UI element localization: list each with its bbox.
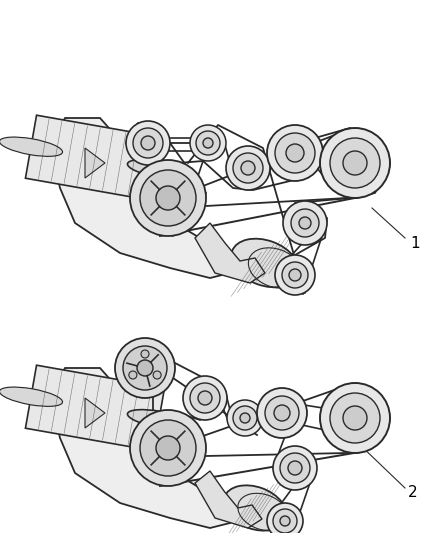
Circle shape bbox=[233, 406, 256, 430]
Polygon shape bbox=[85, 398, 105, 428]
Polygon shape bbox=[194, 471, 261, 528]
Ellipse shape bbox=[127, 410, 190, 429]
Polygon shape bbox=[85, 148, 105, 178]
Circle shape bbox=[198, 391, 212, 405]
Circle shape bbox=[273, 405, 290, 421]
Circle shape bbox=[329, 138, 379, 188]
Ellipse shape bbox=[127, 160, 190, 179]
Circle shape bbox=[226, 146, 269, 190]
Circle shape bbox=[130, 410, 205, 486]
Circle shape bbox=[130, 160, 205, 236]
Circle shape bbox=[274, 133, 314, 173]
Circle shape bbox=[281, 262, 307, 288]
Text: 1: 1 bbox=[409, 236, 419, 251]
Polygon shape bbox=[25, 365, 164, 451]
Circle shape bbox=[283, 201, 326, 245]
Circle shape bbox=[342, 406, 366, 430]
Circle shape bbox=[256, 388, 306, 438]
Circle shape bbox=[287, 461, 301, 475]
Circle shape bbox=[140, 420, 195, 476]
Circle shape bbox=[290, 209, 318, 237]
Circle shape bbox=[266, 125, 322, 181]
Circle shape bbox=[226, 400, 262, 436]
Ellipse shape bbox=[231, 239, 298, 287]
Circle shape bbox=[123, 346, 166, 390]
Polygon shape bbox=[50, 368, 230, 528]
Circle shape bbox=[279, 453, 309, 483]
Ellipse shape bbox=[0, 137, 62, 156]
Ellipse shape bbox=[223, 486, 286, 531]
Circle shape bbox=[274, 255, 314, 295]
Circle shape bbox=[329, 393, 379, 443]
Ellipse shape bbox=[0, 387, 62, 406]
Polygon shape bbox=[50, 118, 230, 278]
Circle shape bbox=[141, 136, 155, 150]
Circle shape bbox=[319, 383, 389, 453]
Text: 2: 2 bbox=[407, 486, 417, 500]
Circle shape bbox=[126, 121, 170, 165]
Circle shape bbox=[279, 516, 290, 526]
Circle shape bbox=[153, 371, 161, 379]
Circle shape bbox=[155, 436, 180, 460]
Circle shape bbox=[183, 376, 226, 420]
Circle shape bbox=[266, 503, 302, 533]
Circle shape bbox=[272, 509, 297, 533]
Circle shape bbox=[133, 128, 162, 158]
Circle shape bbox=[285, 144, 303, 162]
Circle shape bbox=[342, 151, 366, 175]
Circle shape bbox=[137, 360, 153, 376]
Circle shape bbox=[240, 161, 254, 175]
Circle shape bbox=[298, 217, 310, 229]
Circle shape bbox=[129, 371, 137, 379]
Circle shape bbox=[265, 396, 298, 430]
Circle shape bbox=[190, 125, 226, 161]
Circle shape bbox=[272, 446, 316, 490]
Circle shape bbox=[140, 170, 195, 226]
Circle shape bbox=[202, 138, 212, 148]
Polygon shape bbox=[25, 115, 164, 201]
Circle shape bbox=[190, 383, 219, 413]
Circle shape bbox=[155, 186, 180, 210]
Circle shape bbox=[195, 131, 219, 155]
Circle shape bbox=[319, 128, 389, 198]
Polygon shape bbox=[194, 223, 265, 283]
Circle shape bbox=[141, 350, 148, 358]
Circle shape bbox=[240, 413, 249, 423]
Circle shape bbox=[233, 153, 262, 183]
Circle shape bbox=[115, 338, 175, 398]
Circle shape bbox=[288, 269, 300, 281]
